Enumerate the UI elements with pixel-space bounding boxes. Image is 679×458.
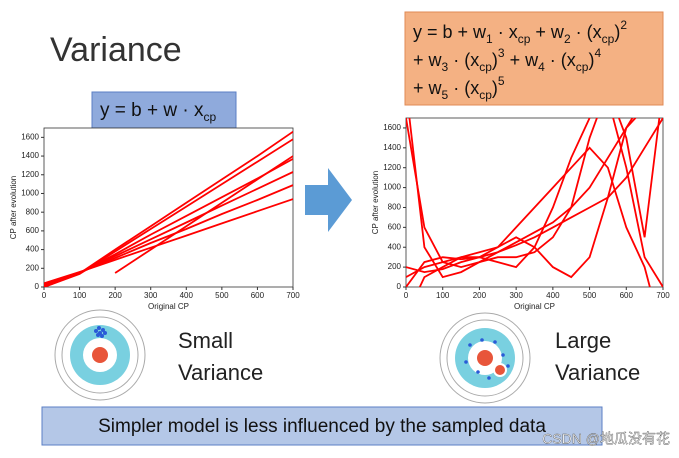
x-axis-label: Original CP <box>514 302 555 311</box>
y-tick-label: 600 <box>26 226 40 235</box>
formula-part: cp <box>479 88 492 102</box>
large-label: Variance <box>555 360 640 385</box>
formula-part: cp <box>518 32 531 46</box>
formula-part: · (x <box>545 50 576 70</box>
x-tick-label: 0 <box>42 291 47 300</box>
x-tick-label: 700 <box>286 291 300 300</box>
formula-part: · x <box>493 22 518 42</box>
y-axis-label: CP after evolution <box>9 176 18 239</box>
plot-area <box>43 127 294 288</box>
x-tick-label: 300 <box>509 291 523 300</box>
formula-part: + w <box>505 50 540 70</box>
x-tick-label: 200 <box>108 291 122 300</box>
formula-part: ) <box>492 50 498 70</box>
formula-part: 3 <box>442 60 449 74</box>
formula-part: cp <box>602 32 615 46</box>
y-tick-label: 200 <box>26 263 40 272</box>
y-tick-label: 800 <box>388 203 402 212</box>
series-line <box>44 130 293 287</box>
series-line <box>418 118 663 287</box>
x-tick-label: 500 <box>583 291 597 300</box>
conclusion: Simpler model is less influenced by the … <box>98 416 546 437</box>
x-tick-label: 400 <box>546 291 560 300</box>
series-line <box>406 118 663 274</box>
formula-part: 1 <box>486 32 493 46</box>
formula-line: + w5 · (xcp)5 <box>413 74 505 102</box>
conclusion-box <box>41 406 603 446</box>
x-tick-label: 0 <box>404 291 409 300</box>
y-tick-label: 1200 <box>21 170 39 179</box>
formula-part: 4 <box>538 60 545 74</box>
formula-part: + w <box>413 78 443 98</box>
formula-part: · (x <box>448 78 479 98</box>
y-tick-label: 1000 <box>21 189 39 198</box>
formula-box <box>91 91 237 129</box>
formula-part: · (x <box>448 50 479 70</box>
x-axis-label: Original CP <box>148 302 189 311</box>
y-tick-label: 600 <box>388 222 402 231</box>
x-tick-label: 700 <box>656 291 670 300</box>
x-tick-label: 600 <box>620 291 634 300</box>
formula-part: ) <box>614 22 620 42</box>
formula-box <box>404 11 664 106</box>
y-tick-label: 200 <box>388 262 402 271</box>
y-tick-label: 1600 <box>21 132 39 141</box>
y-tick-label: 800 <box>26 207 40 216</box>
formula-part: 5 <box>498 74 505 88</box>
target-small <box>54 309 146 401</box>
y-tick-label: 0 <box>35 282 40 291</box>
formula-part: ) <box>492 78 498 98</box>
x-tick-label: 200 <box>473 291 487 300</box>
formula-line: + w3 · (xcp)3 + w4 · (xcp)4 <box>413 46 601 74</box>
lines <box>44 130 293 287</box>
formula-part: y = b + w <box>413 22 487 42</box>
y-tick-label: 1400 <box>383 143 401 152</box>
formula-part: cp <box>479 60 492 74</box>
formula-part: 5 <box>442 88 449 102</box>
y-tick-label: 1600 <box>383 123 401 132</box>
formula-part: 2 <box>620 18 627 32</box>
y-tick-label: 1000 <box>383 183 401 192</box>
slide-title: Variance <box>50 31 182 69</box>
formula-part: · (x <box>571 22 602 42</box>
formula-part: cp <box>203 110 216 124</box>
y-tick-label: 1400 <box>21 151 39 160</box>
series-line <box>406 146 651 287</box>
y-axis-label: CP after evolution <box>371 171 380 234</box>
x-tick-label: 400 <box>180 291 194 300</box>
lines <box>406 118 663 287</box>
watermark: CSDN @地瓜没有花 <box>542 431 670 447</box>
formula-line: y = b + w1 · xcp + w2 · (xcp)2 <box>413 18 627 46</box>
y-tick-label: 0 <box>397 282 402 291</box>
arrow <box>305 168 352 232</box>
formula-part: cp <box>576 60 589 74</box>
x-tick-label: 100 <box>73 291 87 300</box>
formula-part: 2 <box>564 32 571 46</box>
y-tick-label: 400 <box>388 242 402 251</box>
y-tick-label: 400 <box>26 245 40 254</box>
formula-part: + w <box>413 50 443 70</box>
large-label: Large <box>555 328 611 353</box>
small-label: Small <box>178 328 233 353</box>
formula-part: 4 <box>594 46 601 60</box>
formula-part: 3 <box>498 46 505 60</box>
series-line <box>408 118 661 279</box>
target-large <box>439 312 531 404</box>
formula-simple: y = b + w · xcp <box>100 100 216 124</box>
series-line <box>114 155 293 274</box>
formula-part: + w <box>530 22 565 42</box>
x-tick-label: 100 <box>436 291 450 300</box>
x-tick-label: 500 <box>215 291 229 300</box>
small-label: Variance <box>178 360 263 385</box>
y-tick-label: 1200 <box>383 163 401 172</box>
formula-part: y = b + w · x <box>100 100 204 121</box>
x-tick-label: 600 <box>251 291 265 300</box>
formula-part: ) <box>588 50 594 70</box>
x-tick-label: 300 <box>144 291 158 300</box>
